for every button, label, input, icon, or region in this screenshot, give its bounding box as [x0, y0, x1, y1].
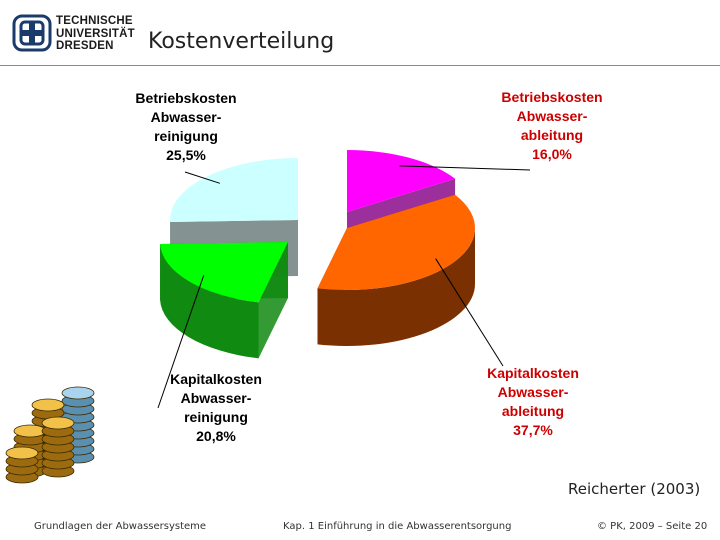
- slice-value-label: 20,8%: [196, 428, 236, 444]
- slice-label-betriebskosten-reinigung: Betriebskosten Abwasser- reinigung 25,5%: [111, 89, 261, 165]
- slice-label-line: Betriebskosten: [135, 90, 237, 106]
- footer-course: Grundlagen der Abwassersysteme: [34, 521, 207, 532]
- slice-label-line: Abwasser-: [497, 384, 569, 400]
- slice-label-line: Kapitalkosten: [170, 371, 262, 387]
- slice-label-kapitalkosten-reinigung: Kapitalkosten Abwasser- reinigung 20,8%: [141, 370, 291, 446]
- pie-slice: [170, 158, 298, 222]
- logo-line: TECHNISCHE: [56, 15, 133, 27]
- coin: [13, 424, 47, 438]
- logo-line: DRESDEN: [56, 40, 114, 52]
- tu-dresden-logo-icon: [12, 14, 52, 52]
- coin: [61, 386, 95, 400]
- coin: [41, 416, 75, 430]
- leader-line: [157, 275, 205, 409]
- leader-line: [184, 171, 221, 184]
- header-divider: [0, 65, 720, 66]
- slice-label-line: reinigung: [184, 409, 248, 425]
- slice-label-line: Betriebskosten: [501, 89, 603, 105]
- pie-slice: [347, 150, 456, 212]
- slice-label-kapitalkosten-ableitung: Kapitalkosten Abwasser- ableitung 37,7%: [458, 364, 608, 440]
- pie-slice-side: [317, 228, 476, 347]
- slice-label-line: Abwasser-: [180, 390, 252, 406]
- slice-label-line: Abwasser-: [516, 108, 588, 124]
- coin: [5, 446, 39, 460]
- pie-slice: [160, 242, 288, 303]
- footer-page: © PK, 2009 – Seite 20: [597, 521, 708, 532]
- logo-line: UNIVERSITÄT: [56, 27, 135, 40]
- slice-value-label: 25,5%: [166, 147, 206, 163]
- source-citation: Reicherter (2003): [568, 480, 701, 498]
- leader-line: [435, 258, 504, 367]
- page-title: Kostenverteilung: [148, 29, 335, 54]
- slice-value-label: 16,0%: [532, 146, 572, 162]
- footer-chapter: Kap. 1 Einführung in die Abwasserentsorg…: [283, 521, 512, 532]
- slice-value-label: 37,7%: [513, 422, 553, 438]
- leader-line: [399, 165, 531, 171]
- slice-label-betriebskosten-ableitung: Betriebskosten Abwasser- ableitung 16,0%: [477, 88, 627, 164]
- slice-label-line: Kapitalkosten: [487, 365, 579, 381]
- coin: [31, 398, 65, 412]
- slice-label-line: ableitung: [501, 403, 565, 419]
- university-name: TECHNISCHE UNIVERSITÄT DRESDEN: [56, 15, 135, 53]
- pie-slice: [317, 194, 476, 291]
- slice-label-line: reinigung: [154, 128, 218, 144]
- coin-stacks-icon: [5, 386, 95, 484]
- slice-label-line: ableitung: [520, 127, 584, 143]
- slice-label-line: Abwasser-: [150, 109, 222, 125]
